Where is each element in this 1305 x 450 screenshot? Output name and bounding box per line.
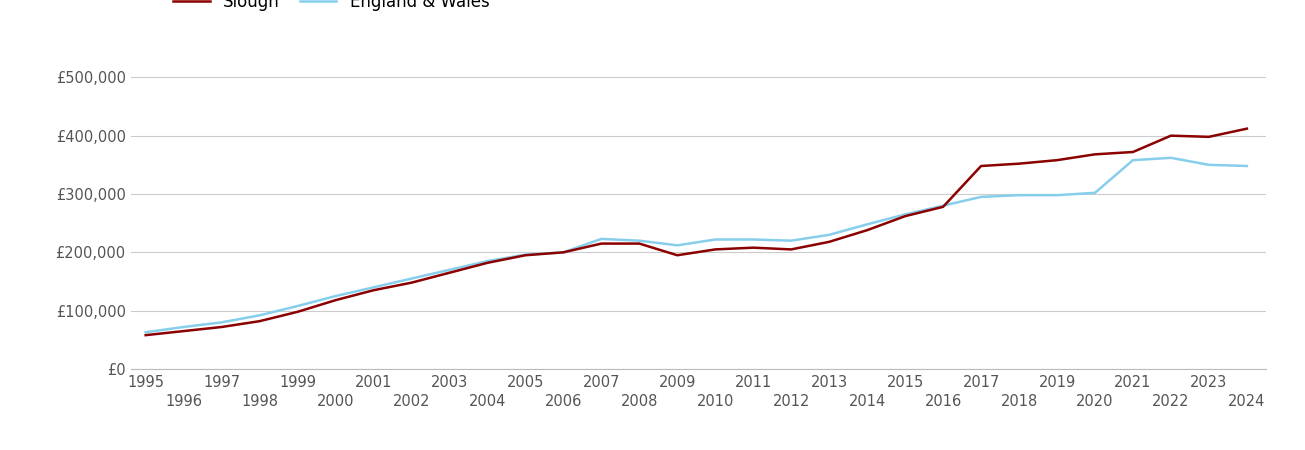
England & Wales	[594, 236, 609, 242]
England & Wales	[403, 276, 419, 281]
England & Wales	[669, 243, 685, 248]
England & Wales	[745, 237, 761, 242]
England & Wales	[556, 250, 572, 255]
Slough	[290, 309, 305, 315]
Slough	[974, 163, 989, 169]
Line: Slough: Slough	[146, 129, 1246, 335]
Slough	[365, 288, 381, 293]
Slough	[594, 241, 609, 246]
Slough	[252, 319, 268, 324]
Slough	[632, 241, 647, 246]
Legend: Slough, England & Wales: Slough, England & Wales	[172, 0, 489, 11]
Slough	[176, 328, 192, 334]
Slough	[1201, 134, 1216, 140]
England & Wales	[328, 293, 343, 299]
England & Wales	[1087, 190, 1103, 196]
Slough	[707, 247, 723, 252]
Slough	[669, 252, 685, 258]
England & Wales	[441, 267, 457, 273]
Slough	[556, 250, 572, 255]
Slough	[1163, 133, 1178, 138]
England & Wales	[936, 203, 951, 208]
England & Wales	[176, 324, 192, 330]
Slough	[403, 280, 419, 285]
Slough	[936, 204, 951, 210]
England & Wales	[1163, 155, 1178, 161]
Slough	[480, 260, 496, 265]
Slough	[898, 213, 913, 219]
Slough	[1087, 152, 1103, 157]
Slough	[214, 324, 230, 330]
England & Wales	[365, 285, 381, 290]
England & Wales	[974, 194, 989, 200]
Slough	[441, 270, 457, 275]
Slough	[1238, 126, 1254, 131]
Slough	[859, 227, 874, 233]
England & Wales	[707, 237, 723, 242]
England & Wales	[518, 252, 534, 257]
England & Wales	[480, 258, 496, 264]
England & Wales	[1238, 163, 1254, 169]
England & Wales	[1011, 193, 1027, 198]
Slough	[783, 247, 799, 252]
Slough	[1011, 161, 1027, 166]
England & Wales	[821, 232, 837, 238]
England & Wales	[898, 212, 913, 217]
Slough	[821, 239, 837, 244]
Slough	[1049, 158, 1065, 163]
England & Wales	[783, 238, 799, 243]
Slough	[1125, 149, 1141, 155]
England & Wales	[1049, 193, 1065, 198]
England & Wales	[1201, 162, 1216, 167]
Line: England & Wales: England & Wales	[146, 158, 1246, 332]
Slough	[518, 252, 534, 258]
Slough	[328, 297, 343, 303]
England & Wales	[290, 303, 305, 309]
Slough	[138, 333, 154, 338]
Slough	[745, 245, 761, 250]
England & Wales	[214, 320, 230, 325]
England & Wales	[859, 222, 874, 227]
England & Wales	[252, 313, 268, 318]
England & Wales	[1125, 158, 1141, 163]
England & Wales	[138, 329, 154, 335]
England & Wales	[632, 238, 647, 243]
